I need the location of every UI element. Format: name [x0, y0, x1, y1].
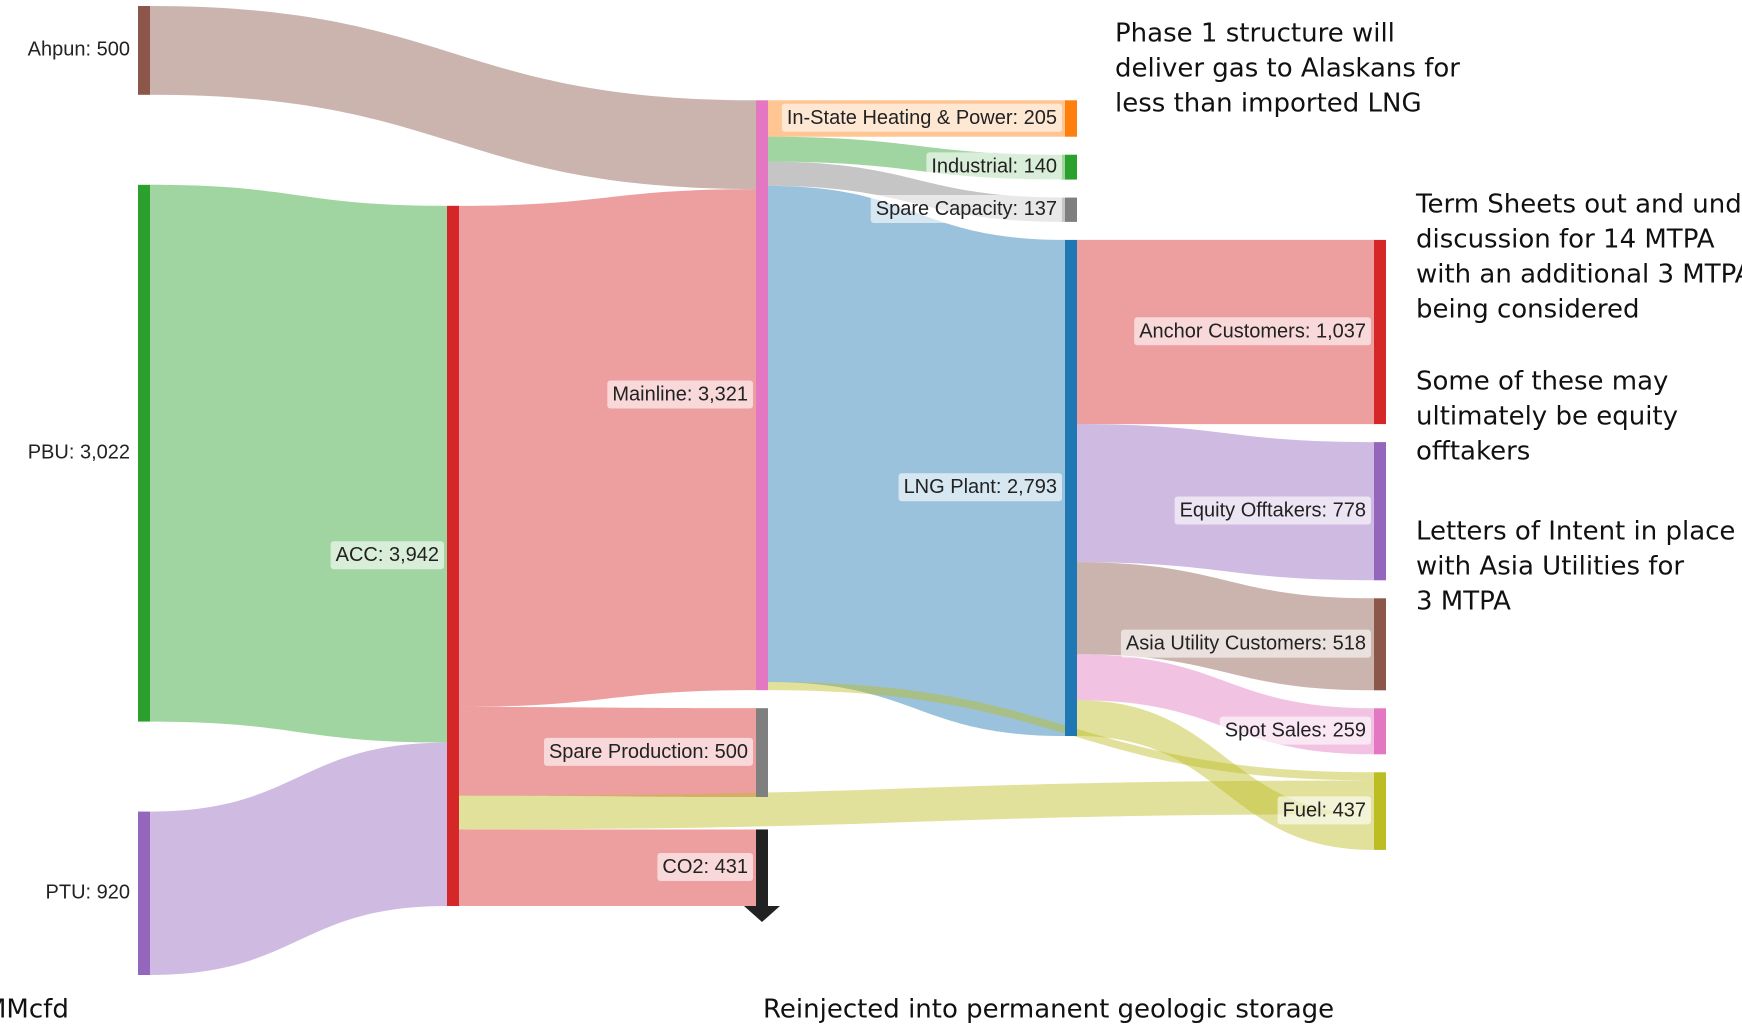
- annotation-line: Letters of Intent in place: [1416, 517, 1735, 547]
- node: [1374, 598, 1386, 691]
- label-background: [1174, 496, 1371, 525]
- node: [1374, 239, 1386, 425]
- label-background: [657, 853, 753, 882]
- node: [1065, 100, 1077, 137]
- label-background: [40, 878, 135, 907]
- node: [1374, 442, 1386, 581]
- link: [150, 184, 447, 743]
- link: [1077, 562, 1374, 691]
- link: [459, 829, 756, 907]
- label-background: [1277, 796, 1371, 825]
- node: [1374, 772, 1386, 850]
- node-label: Anchor Customers: 1,037: [1139, 320, 1366, 342]
- node: [1374, 708, 1386, 755]
- node-label: Spot Sales: 259: [1225, 720, 1366, 742]
- node-label: Asia Utility Customers: 518: [1126, 633, 1366, 655]
- node-label: Ahpun: 500: [28, 39, 130, 61]
- label-background: [898, 473, 1062, 502]
- node-label: LNG Plant: 2,793: [904, 476, 1057, 498]
- annotation-line: being considered: [1416, 295, 1640, 325]
- arrow-head: [744, 906, 780, 923]
- label-background: [1120, 629, 1371, 658]
- label-background: [543, 737, 753, 766]
- label-background: [330, 541, 444, 570]
- node-label: Fuel: 437: [1283, 799, 1366, 821]
- annotation-line: Some of these may: [1416, 367, 1668, 397]
- annotation-line: deliver gas to Alaskans for: [1115, 54, 1460, 84]
- link: [459, 189, 756, 707]
- node-label: PBU: 3,022: [28, 441, 130, 463]
- node: [447, 205, 459, 907]
- node: [138, 811, 150, 975]
- node-label: PTU: 920: [46, 882, 130, 904]
- annotation-line: with an additional 3 MTPA: [1416, 260, 1742, 290]
- annotation-line: less than imported LNG: [1115, 89, 1422, 119]
- link: [150, 6, 756, 190]
- node-label: Equity Offtakers: 778: [1180, 499, 1366, 521]
- link: [768, 185, 1065, 737]
- annotation-line: Term Sheets out and under: [1415, 190, 1742, 220]
- annotation-line: 3 MTPA: [1416, 587, 1511, 617]
- node: [1065, 154, 1077, 180]
- annotation-line: Phase 1 structure will: [1115, 19, 1395, 49]
- node: [1065, 239, 1077, 737]
- node: [756, 708, 768, 797]
- annotation-line: ultimately be equity: [1416, 402, 1678, 432]
- node-label: In-State Heating & Power: 205: [787, 107, 1057, 129]
- node-label: CO2: 431: [662, 856, 748, 878]
- node-label: Spare Production: 500: [549, 741, 748, 763]
- units-label: MMcfd: [0, 995, 69, 1025]
- annotation-line: with Asia Utilities for: [1416, 552, 1684, 582]
- node-label: Industrial: 140: [931, 155, 1057, 177]
- node-label: Spare Capacity: 137: [876, 198, 1057, 220]
- annotation-line: discussion for 14 MTPA: [1416, 225, 1715, 255]
- node: [1065, 197, 1077, 222]
- node: [138, 6, 150, 95]
- label-background: [22, 35, 135, 64]
- node-label: Mainline: 3,321: [612, 384, 748, 406]
- label-background: [781, 103, 1062, 132]
- label-background: [870, 195, 1062, 224]
- link: [150, 742, 447, 975]
- link: [459, 780, 1374, 830]
- node: [756, 100, 768, 691]
- label-background: [926, 152, 1062, 181]
- node: [756, 829, 768, 907]
- node-label: ACC: 3,942: [336, 544, 439, 566]
- label-background: [1134, 317, 1371, 346]
- node: [138, 184, 150, 722]
- annotation-line: offtakers: [1416, 437, 1530, 467]
- label-background: [1219, 716, 1371, 745]
- footnote: Reinjected into permanent geologic stora…: [763, 995, 1334, 1025]
- label-background: [22, 438, 135, 467]
- label-background: [607, 380, 753, 409]
- nodes: [138, 6, 1386, 975]
- labels: Ahpun: 500 PBU: 3,022 PTU: 920 ACC: 3,942 Ma…: [22, 35, 1371, 907]
